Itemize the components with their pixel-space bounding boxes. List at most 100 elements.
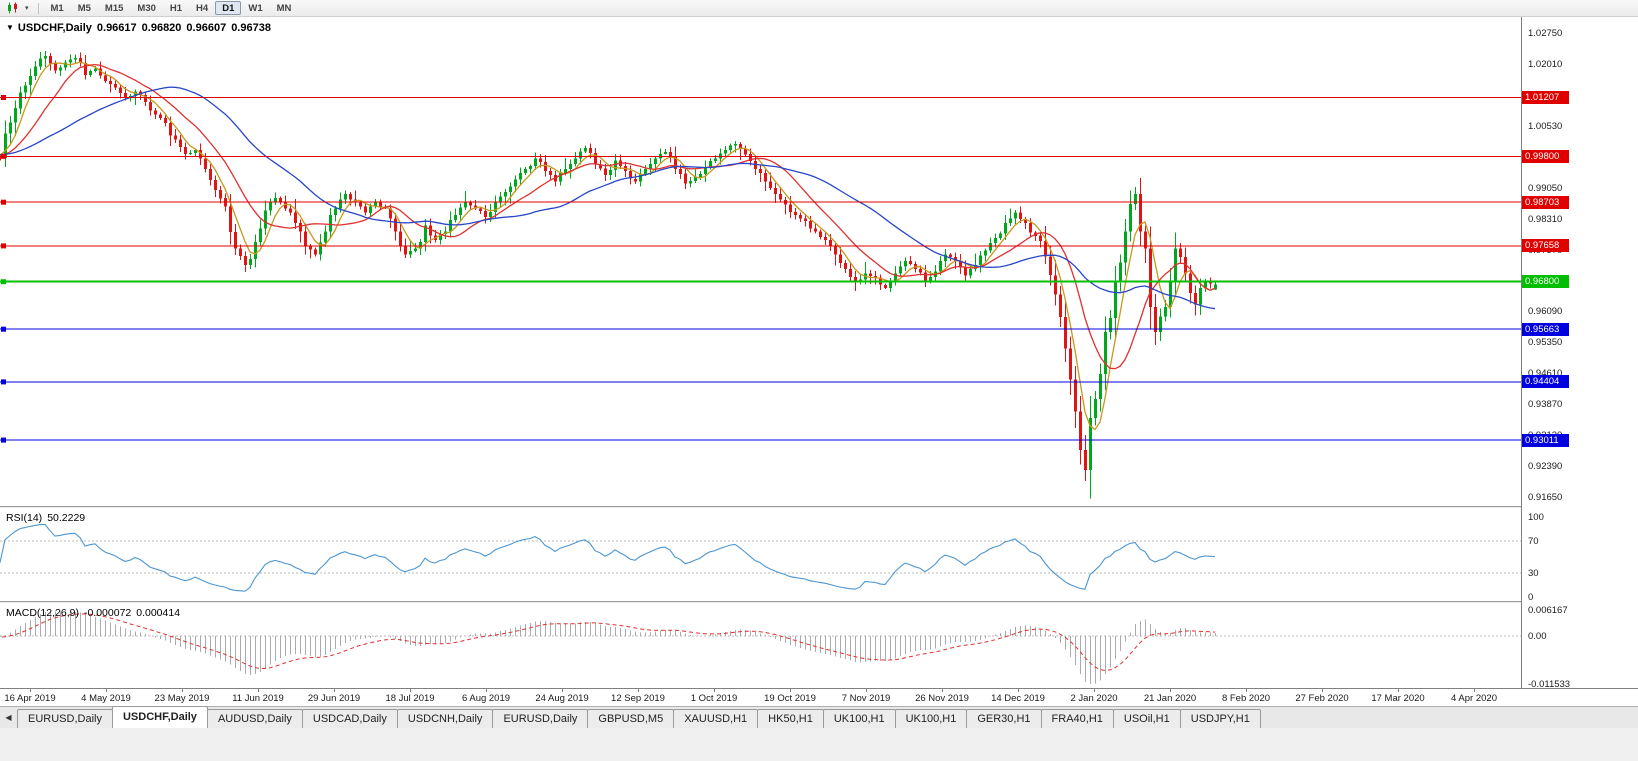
price-scale-label: 1.02750 <box>1528 28 1563 39</box>
ohlc-open: 0.96617 <box>96 22 137 34</box>
macd-indicator-label: MACD(12,26,9) -0.000072 0.000414 <box>6 607 185 619</box>
ohlc-low: 0.96607 <box>186 22 227 34</box>
time-axis-label: 26 Nov 2019 <box>915 693 969 704</box>
price-scale-label: 0.93870 <box>1528 399 1563 411</box>
time-axis-tick <box>1018 689 1019 692</box>
time-axis-tick <box>638 689 639 692</box>
chart-title: ▼ USDCHF,Daily 0.96617 0.96820 0.96607 0.9673… <box>6 22 271 34</box>
toolbar: ▾ M1 M5 M15 M30 H1 H4 D1 W1 MN <box>0 0 1638 17</box>
macd-value: -0.000072 <box>83 607 132 619</box>
time-axis-label: 11 Jun 2019 <box>232 693 284 704</box>
price-tag-1.01207: 1.01207 <box>1522 91 1569 104</box>
price-tag-0.99800: 0.99800 <box>1522 150 1569 163</box>
price-scale-label: 0.96090 <box>1528 306 1563 318</box>
rsi-scale-label: 30 <box>1528 568 1539 579</box>
chart-title-symbol: USDCHF,Daily <box>17 22 92 34</box>
rsi-chart-canvas[interactable] <box>0 509 1521 601</box>
time-axis-tick <box>790 689 791 692</box>
tab-list: EURUSD,Daily USDCHF,Daily AUDUSD,Daily USDC… <box>17 706 1261 728</box>
tab-gbpusd-m5-6[interactable]: GBPUSD,M5 <box>587 709 675 728</box>
timeframe-group: M1 M5 M15 M30 H1 H4 D1 W1 MN <box>44 1 299 15</box>
time-axis-tick <box>106 689 107 692</box>
time-axis-label: 21 Jan 2020 <box>1143 693 1197 704</box>
tab-bar: ◀ EURUSD,Daily USDCHF,Daily AUDUSD,Daily US… <box>0 706 1638 728</box>
rsi-name: RSI(14) <box>6 512 43 524</box>
time-axis-label: 2 Jan 2020 <box>1070 693 1118 704</box>
time-axis-tick <box>1246 689 1247 692</box>
price-scale[interactable]: 1.027501.020101.012701.005300.997900.990… <box>1521 17 1638 690</box>
timeframe-button-h4[interactable]: H4 <box>196 3 209 14</box>
tab-eurusd-daily-5[interactable]: EURUSD,Daily <box>492 709 589 728</box>
rsi-value: 50.2229 <box>47 512 86 524</box>
tab-fra40-h1-12[interactable]: FRA40,H1 <box>1040 709 1114 728</box>
chart-type-candlestick-icon[interactable] <box>6 2 19 14</box>
time-axis[interactable]: 16 Apr 2019 4 May 2019 23 May 2019 11 Jun 2… <box>0 688 1638 706</box>
price-tag-0.95663: 0.95663 <box>1522 323 1569 336</box>
time-axis-tick <box>1170 689 1171 692</box>
time-axis-tick <box>714 689 715 692</box>
time-axis-label: 27 Feb 2020 <box>1295 693 1349 704</box>
price-scale-label: 0.94610 <box>1528 368 1563 380</box>
tab-usdchf-daily-1[interactable]: USDCHF,Daily <box>111 706 208 728</box>
tab-usdcnh-daily-4[interactable]: USDCNH,Daily <box>396 709 494 728</box>
time-axis-tick <box>182 689 183 692</box>
tab-uk100-h1-10[interactable]: UK100,H1 <box>894 709 968 728</box>
timeframe-button-w1[interactable]: W1 <box>248 3 263 14</box>
rsi-scale-label: 0 <box>1528 592 1534 603</box>
timeframe-button-mn[interactable]: MN <box>276 3 292 14</box>
timeframe-button-m15[interactable]: M15 <box>104 3 124 14</box>
tab-usdjpy-h1-14[interactable]: USDJPY,H1 <box>1179 709 1261 728</box>
time-axis-label: 12 Sep 2019 <box>611 693 665 704</box>
tab-audusd-daily-2[interactable]: AUDUSD,Daily <box>206 709 303 728</box>
status-strip <box>0 728 1638 761</box>
tab-xauusd-h1-7[interactable]: XAUUSD,H1 <box>673 709 759 728</box>
time-axis-label: 4 May 2019 <box>81 693 131 704</box>
tab-usdcad-daily-3[interactable]: USDCAD,Daily <box>301 709 398 728</box>
time-axis-label: 8 Feb 2020 <box>1221 693 1271 704</box>
time-axis-tick <box>1398 689 1399 692</box>
chart-window: ▼ USDCHF,Daily 0.96617 0.96820 0.96607 0.9673… <box>0 17 1638 706</box>
tab-uk100-h1-9[interactable]: UK100,H1 <box>822 709 896 728</box>
time-axis-tick <box>1322 689 1323 692</box>
macd-scale-label: 0.00 <box>1528 631 1547 642</box>
time-axis-label: 19 Oct 2019 <box>764 693 816 704</box>
rsi-scale-label: 70 <box>1528 536 1539 547</box>
tab-hk50-h1-8[interactable]: HK50,H1 <box>757 709 824 728</box>
ohlc-high: 0.96820 <box>141 22 182 34</box>
time-axis-label: 14 Dec 2019 <box>991 693 1045 704</box>
time-axis-tick <box>410 689 411 692</box>
time-axis-tick <box>866 689 867 692</box>
tab-scroll-left-icon[interactable]: ◀ <box>5 713 12 722</box>
timeframe-button-m30[interactable]: M30 <box>137 3 156 14</box>
timeframe-button-m1[interactable]: M1 <box>50 3 64 14</box>
timeframe-button-h1[interactable]: H1 <box>169 3 183 14</box>
macd-scale-label: -0.011533 <box>1528 679 1571 690</box>
price-chart-canvas[interactable] <box>0 17 1521 506</box>
rsi-scale-label: 100 <box>1528 512 1544 523</box>
macd-chart-canvas[interactable] <box>0 604 1521 688</box>
pane-splitter-rsi[interactable] <box>0 506 1638 509</box>
time-axis-tick <box>1094 689 1095 692</box>
time-axis-tick <box>486 689 487 692</box>
pane-splitter-macd[interactable] <box>0 601 1638 604</box>
tab-ger30-h1-11[interactable]: GER30,H1 <box>966 709 1042 728</box>
tab-eurusd-daily-0[interactable]: EURUSD,Daily <box>17 709 113 728</box>
time-axis-tick <box>30 689 31 692</box>
macd-name: MACD(12,26,9) <box>6 607 79 619</box>
timeframe-button-d1[interactable]: D1 <box>215 1 242 15</box>
tab-usoil-h1-13[interactable]: USOil,H1 <box>1112 709 1181 728</box>
chart-type-dropdown-caret-icon[interactable]: ▾ <box>25 5 29 12</box>
time-axis-label: 6 Aug 2019 <box>461 693 511 704</box>
time-axis-tick <box>562 689 563 692</box>
time-axis-tick <box>1474 689 1475 692</box>
price-scale-label: 1.00530 <box>1528 120 1563 132</box>
time-axis-tick <box>334 689 335 692</box>
price-tag-0.93011: 0.93011 <box>1522 434 1569 447</box>
collapse-icon[interactable]: ▼ <box>6 23 14 32</box>
timeframe-button-m5[interactable]: M5 <box>77 3 91 14</box>
time-axis-label: 24 Aug 2019 <box>535 693 589 704</box>
time-axis-label: 7 Nov 2019 <box>841 693 891 704</box>
price-tag-0.96800: 0.96800 <box>1522 275 1569 288</box>
time-axis-label: 23 May 2019 <box>154 693 210 704</box>
price-tag-0.98703: 0.98703 <box>1522 196 1569 209</box>
